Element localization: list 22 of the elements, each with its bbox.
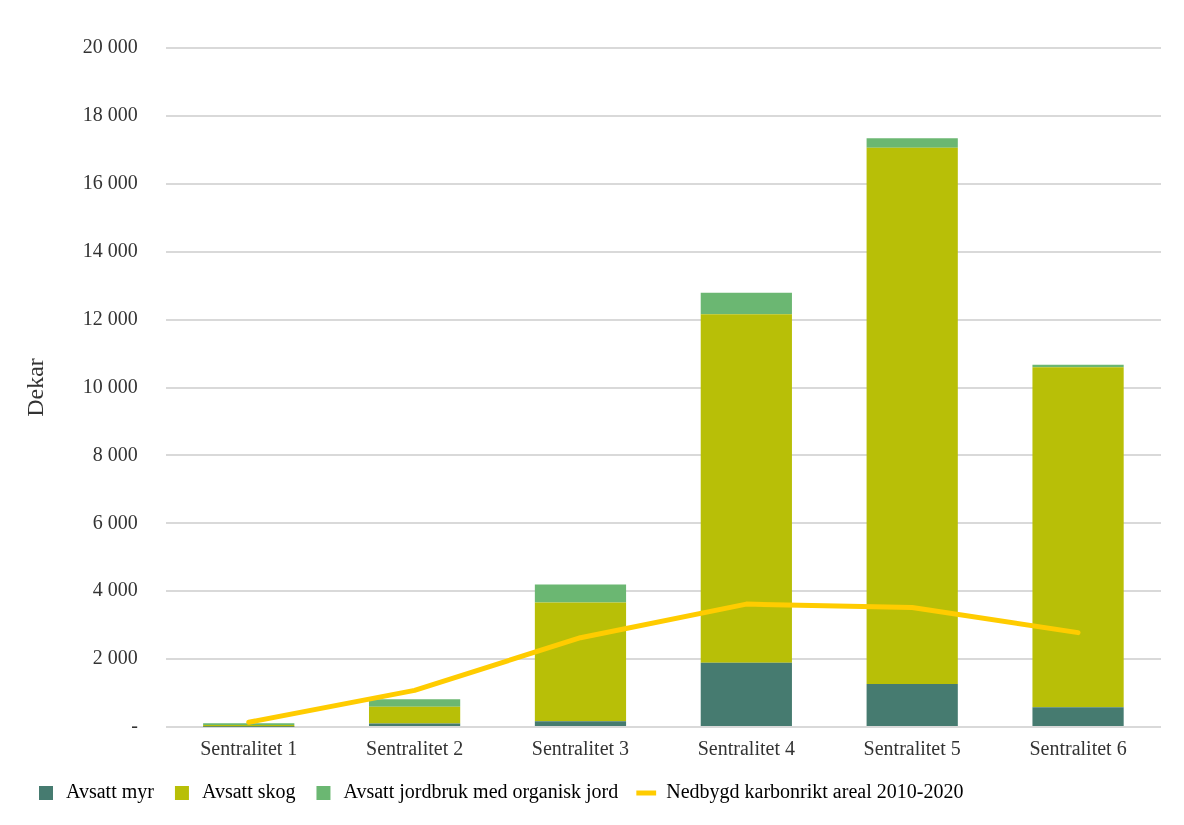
x-tick-label: Sentralitet 3 (531, 737, 630, 760)
y-tick-label: 8 000 (92, 442, 138, 465)
y-tick-label: - (131, 714, 138, 737)
y-tick-label: 14 000 (82, 238, 138, 261)
x-tick-label: Sentralitet 2 (366, 737, 464, 760)
y-tick-label: 16 000 (82, 171, 138, 194)
y-tick-label: 18 000 (82, 103, 138, 126)
y-tick-label: 20 000 (82, 35, 138, 58)
y-tick-label: 6 000 (92, 510, 138, 533)
y-tick-label: 12 000 (82, 306, 138, 329)
legend-label: Nedbygd karbonrikt areal 2010-2020 (666, 780, 964, 804)
y-tick-label: 2 000 (92, 646, 138, 669)
legend-label: Avsatt skog (201, 780, 296, 804)
y-axis-title: Dekar (21, 358, 48, 417)
x-tick-label: Sentralitet 5 (863, 737, 961, 760)
x-tick-label: Sentralitet 6 (1029, 737, 1127, 760)
x-tick-label: Sentralitet 4 (697, 737, 795, 760)
x-tick-label: Sentralitet 1 (200, 737, 298, 760)
legend-label: Avsatt myr (66, 780, 155, 804)
y-tick-label: 10 000 (82, 374, 138, 397)
legend-label: Avsatt jordbruk med organisk jord (343, 780, 619, 804)
y-tick-label: 4 000 (92, 578, 138, 601)
